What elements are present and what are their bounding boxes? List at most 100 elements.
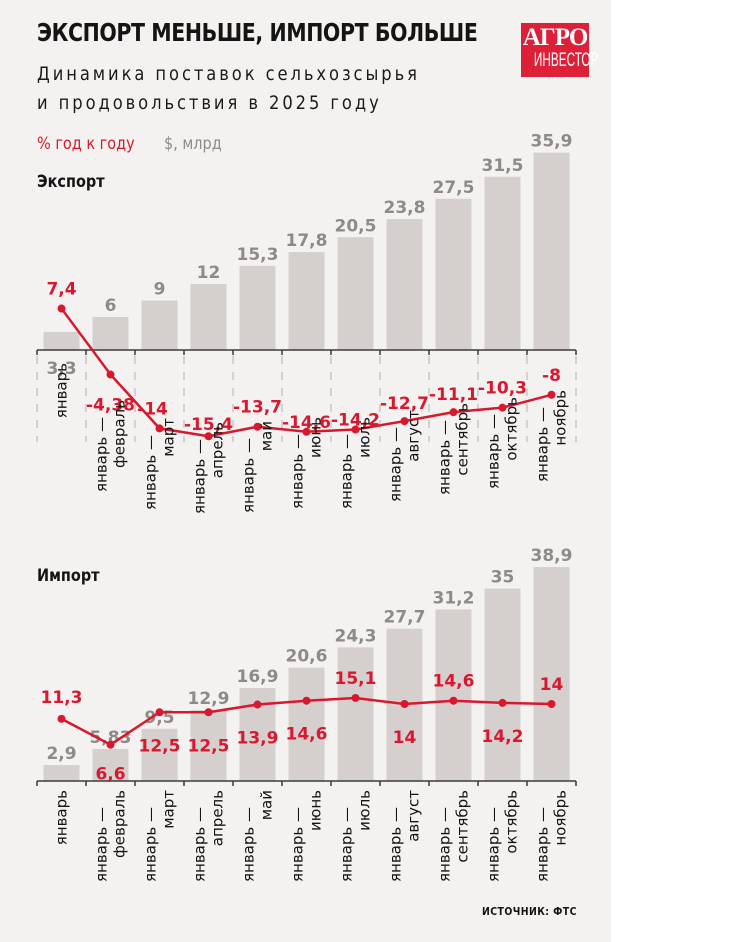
bar-value-label: 2,9 (46, 744, 76, 764)
bar-value-label: 5,83 (90, 728, 132, 748)
bar-1 (92, 748, 129, 781)
bar-5 (288, 252, 325, 350)
bar-value-label: 17,8 (286, 231, 328, 251)
yoy-point (400, 417, 409, 426)
yoy-value-label: 14,6 (286, 725, 328, 745)
bar-4 (239, 265, 276, 350)
month-label: январь —август (387, 410, 423, 502)
bar-8 (435, 609, 472, 781)
bar-value-label: 16,9 (237, 667, 279, 687)
yoy-point (302, 427, 311, 436)
yoy-point (400, 700, 409, 708)
yoy-value-label: -4,38 (86, 396, 135, 416)
yoy-point (155, 424, 164, 433)
legend-pct-yoy: % год к году (37, 134, 135, 154)
month-label: январь (53, 363, 71, 418)
month-label: январь —апрель (191, 422, 227, 514)
source-note: ИСТОЧНИК: ФТС (482, 905, 577, 918)
bar-9 (484, 176, 521, 350)
bar-value-label: 6 (105, 296, 117, 316)
yoy-point (106, 740, 115, 749)
bar-value-label: 23,8 (384, 198, 426, 218)
yoy-point (106, 370, 115, 379)
month-label: январь —февраль (93, 790, 129, 882)
bar-value-label: 3,3 (46, 359, 76, 379)
month-label: январь —июль (338, 790, 374, 882)
subtitle-line-1: Динамика поставок сельхозсырья (37, 63, 420, 85)
bar-10 (533, 567, 570, 781)
month-label: январь —июль (338, 417, 374, 509)
yoy-value-label: -8 (542, 366, 561, 386)
bar-value-label: 38,9 (531, 546, 573, 566)
legend-usd-bln: $, млрд (164, 134, 222, 154)
yoy-point (498, 698, 507, 707)
yoy-value-label: 12,5 (139, 736, 181, 756)
yoy-point (302, 696, 311, 705)
yoy-value-label: -15,4 (184, 415, 233, 435)
month-label: январь —апрель (191, 790, 227, 882)
month-label: январь —сентябрь (436, 790, 472, 882)
yoy-value-label: 6,6 (95, 765, 125, 785)
bar-10 (533, 152, 570, 350)
month-label: январь —август (387, 790, 423, 882)
bar-5 (288, 667, 325, 781)
month-label: январь —ноябрь (534, 790, 570, 882)
month-label: январь —март (142, 790, 178, 882)
month-label: январь —октябрь (485, 397, 521, 489)
logo-line-1: АГРО (522, 24, 589, 51)
import-chart: 2,95,839,512,916,920,624,327,731,23538,9… (36, 546, 577, 882)
bar-0 (43, 331, 80, 350)
bar-3 (190, 710, 227, 781)
month-label: январь —июнь (289, 417, 325, 509)
yoy-value-label: 14 (393, 728, 417, 748)
yoy-value-label: -11,1 (429, 385, 478, 405)
yoy-point (204, 708, 213, 717)
yoy-point (253, 700, 262, 709)
yoy-value-label: 14,2 (482, 727, 524, 747)
bar-value-label: 27,5 (433, 178, 475, 198)
import-section-title: Импорт (37, 566, 100, 586)
page-subtitle: Динамика поставок сельхозсырья и продово… (37, 60, 420, 118)
bar-value-label: 35 (491, 568, 515, 588)
bar-6 (337, 647, 374, 781)
agroinvestor-logo: АГРО ИНВЕСТОР (521, 23, 598, 77)
yoy-value-label: 7,4 (46, 280, 76, 300)
bar-6 (337, 237, 374, 350)
yoy-point (351, 693, 360, 702)
yoy-value-label: -13,7 (233, 398, 282, 418)
yoy-value-label: 15,1 (335, 669, 377, 689)
yoy-point (204, 432, 213, 441)
yoy-point (449, 696, 458, 705)
bar-value-label: 12 (197, 263, 221, 283)
bar-2 (141, 728, 178, 781)
bar-value-label: 31,2 (433, 588, 475, 608)
bar-3 (190, 284, 227, 350)
month-label: январь —сентябрь (436, 403, 472, 495)
bar-2 (141, 300, 178, 350)
subtitle-line-2: и продовольствия в 2025 году (37, 92, 382, 114)
page-title: ЭКСПОРТ МЕНЬШЕ, ИМПОРТ БОЛЬШЕ (37, 18, 478, 47)
yoy-value-label: 11,3 (41, 688, 83, 708)
yoy-value-label: -14 (137, 399, 168, 419)
bar-value-label: 31,5 (482, 156, 524, 176)
month-label: январь —июнь (289, 790, 325, 882)
month-label: январь —март (142, 418, 178, 510)
month-label: январь (53, 790, 71, 845)
bar-value-label: 20,5 (335, 216, 377, 236)
yoy-point (351, 425, 360, 434)
bar-value-label: 24,3 (335, 626, 377, 646)
bar-1 (92, 317, 129, 350)
bar-7 (386, 219, 423, 350)
yoy-value-label: 12,5 (188, 736, 230, 756)
month-label: январь —май (240, 790, 276, 882)
yoy-point (498, 403, 507, 412)
infographic-panel (0, 0, 611, 942)
bar-0 (43, 765, 80, 781)
month-label: январь —октябрь (485, 790, 521, 882)
bar-value-label: 12,9 (188, 689, 230, 709)
bar-value-label: 27,7 (384, 608, 426, 628)
yoy-point (547, 700, 556, 708)
yoy-value-label: -10,3 (478, 379, 527, 399)
yoy-point (155, 708, 164, 717)
